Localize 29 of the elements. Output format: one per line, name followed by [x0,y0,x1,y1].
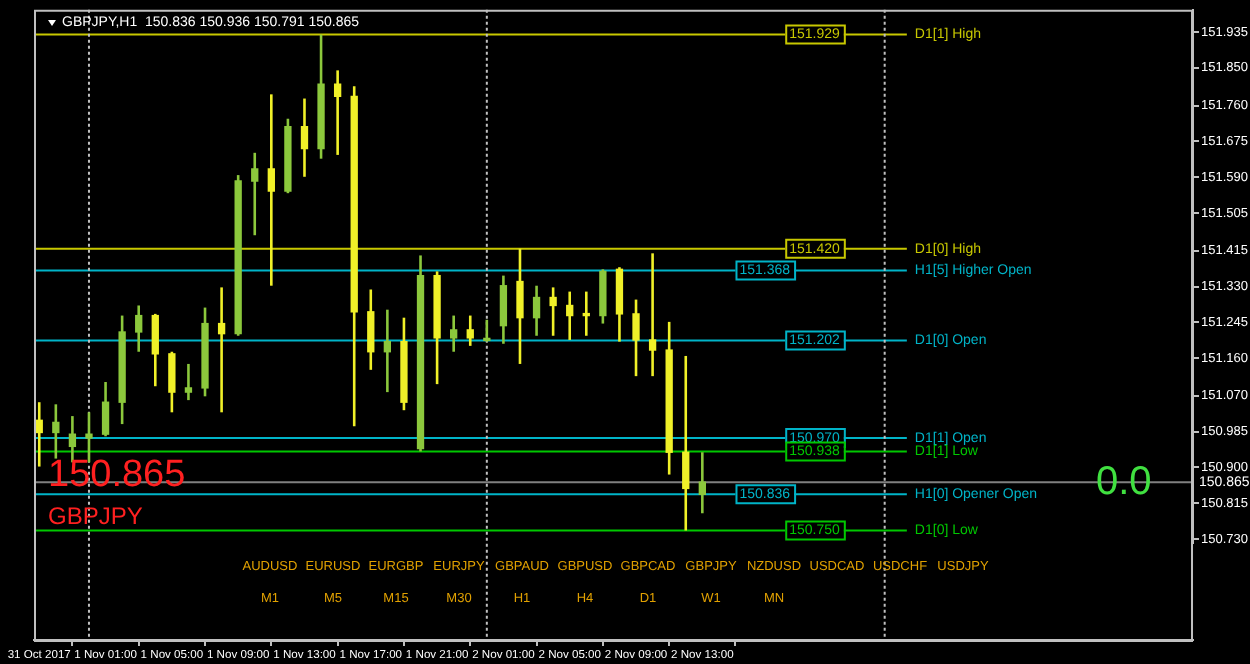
candlestick [168,350,176,414]
candlestick [300,97,309,179]
annotation: 150.865 [48,454,186,496]
candlestick [367,288,375,372]
candlestick [135,304,143,354]
candlestick [35,400,43,468]
candlestick [532,284,541,338]
candlestick [632,298,640,378]
candlestick [499,274,508,346]
candlestick [251,151,259,237]
candlestick [267,93,275,288]
candlestick [698,450,706,515]
candlestick [52,403,60,460]
candlestick [217,286,226,414]
annotation: GBPJPY [48,502,143,530]
candlestick [682,354,690,532]
candlestick [151,312,159,388]
candlestick [466,314,474,348]
candlestick [184,362,193,402]
candlestick [383,308,392,394]
candlestick [333,69,342,157]
candlestick [648,252,657,378]
candlestick [101,380,110,438]
candlestick [450,314,458,354]
candlestick [599,268,607,325]
candlestick [549,286,557,338]
candlestick [566,290,574,342]
candlestick [516,247,524,366]
candlestick [615,265,624,343]
